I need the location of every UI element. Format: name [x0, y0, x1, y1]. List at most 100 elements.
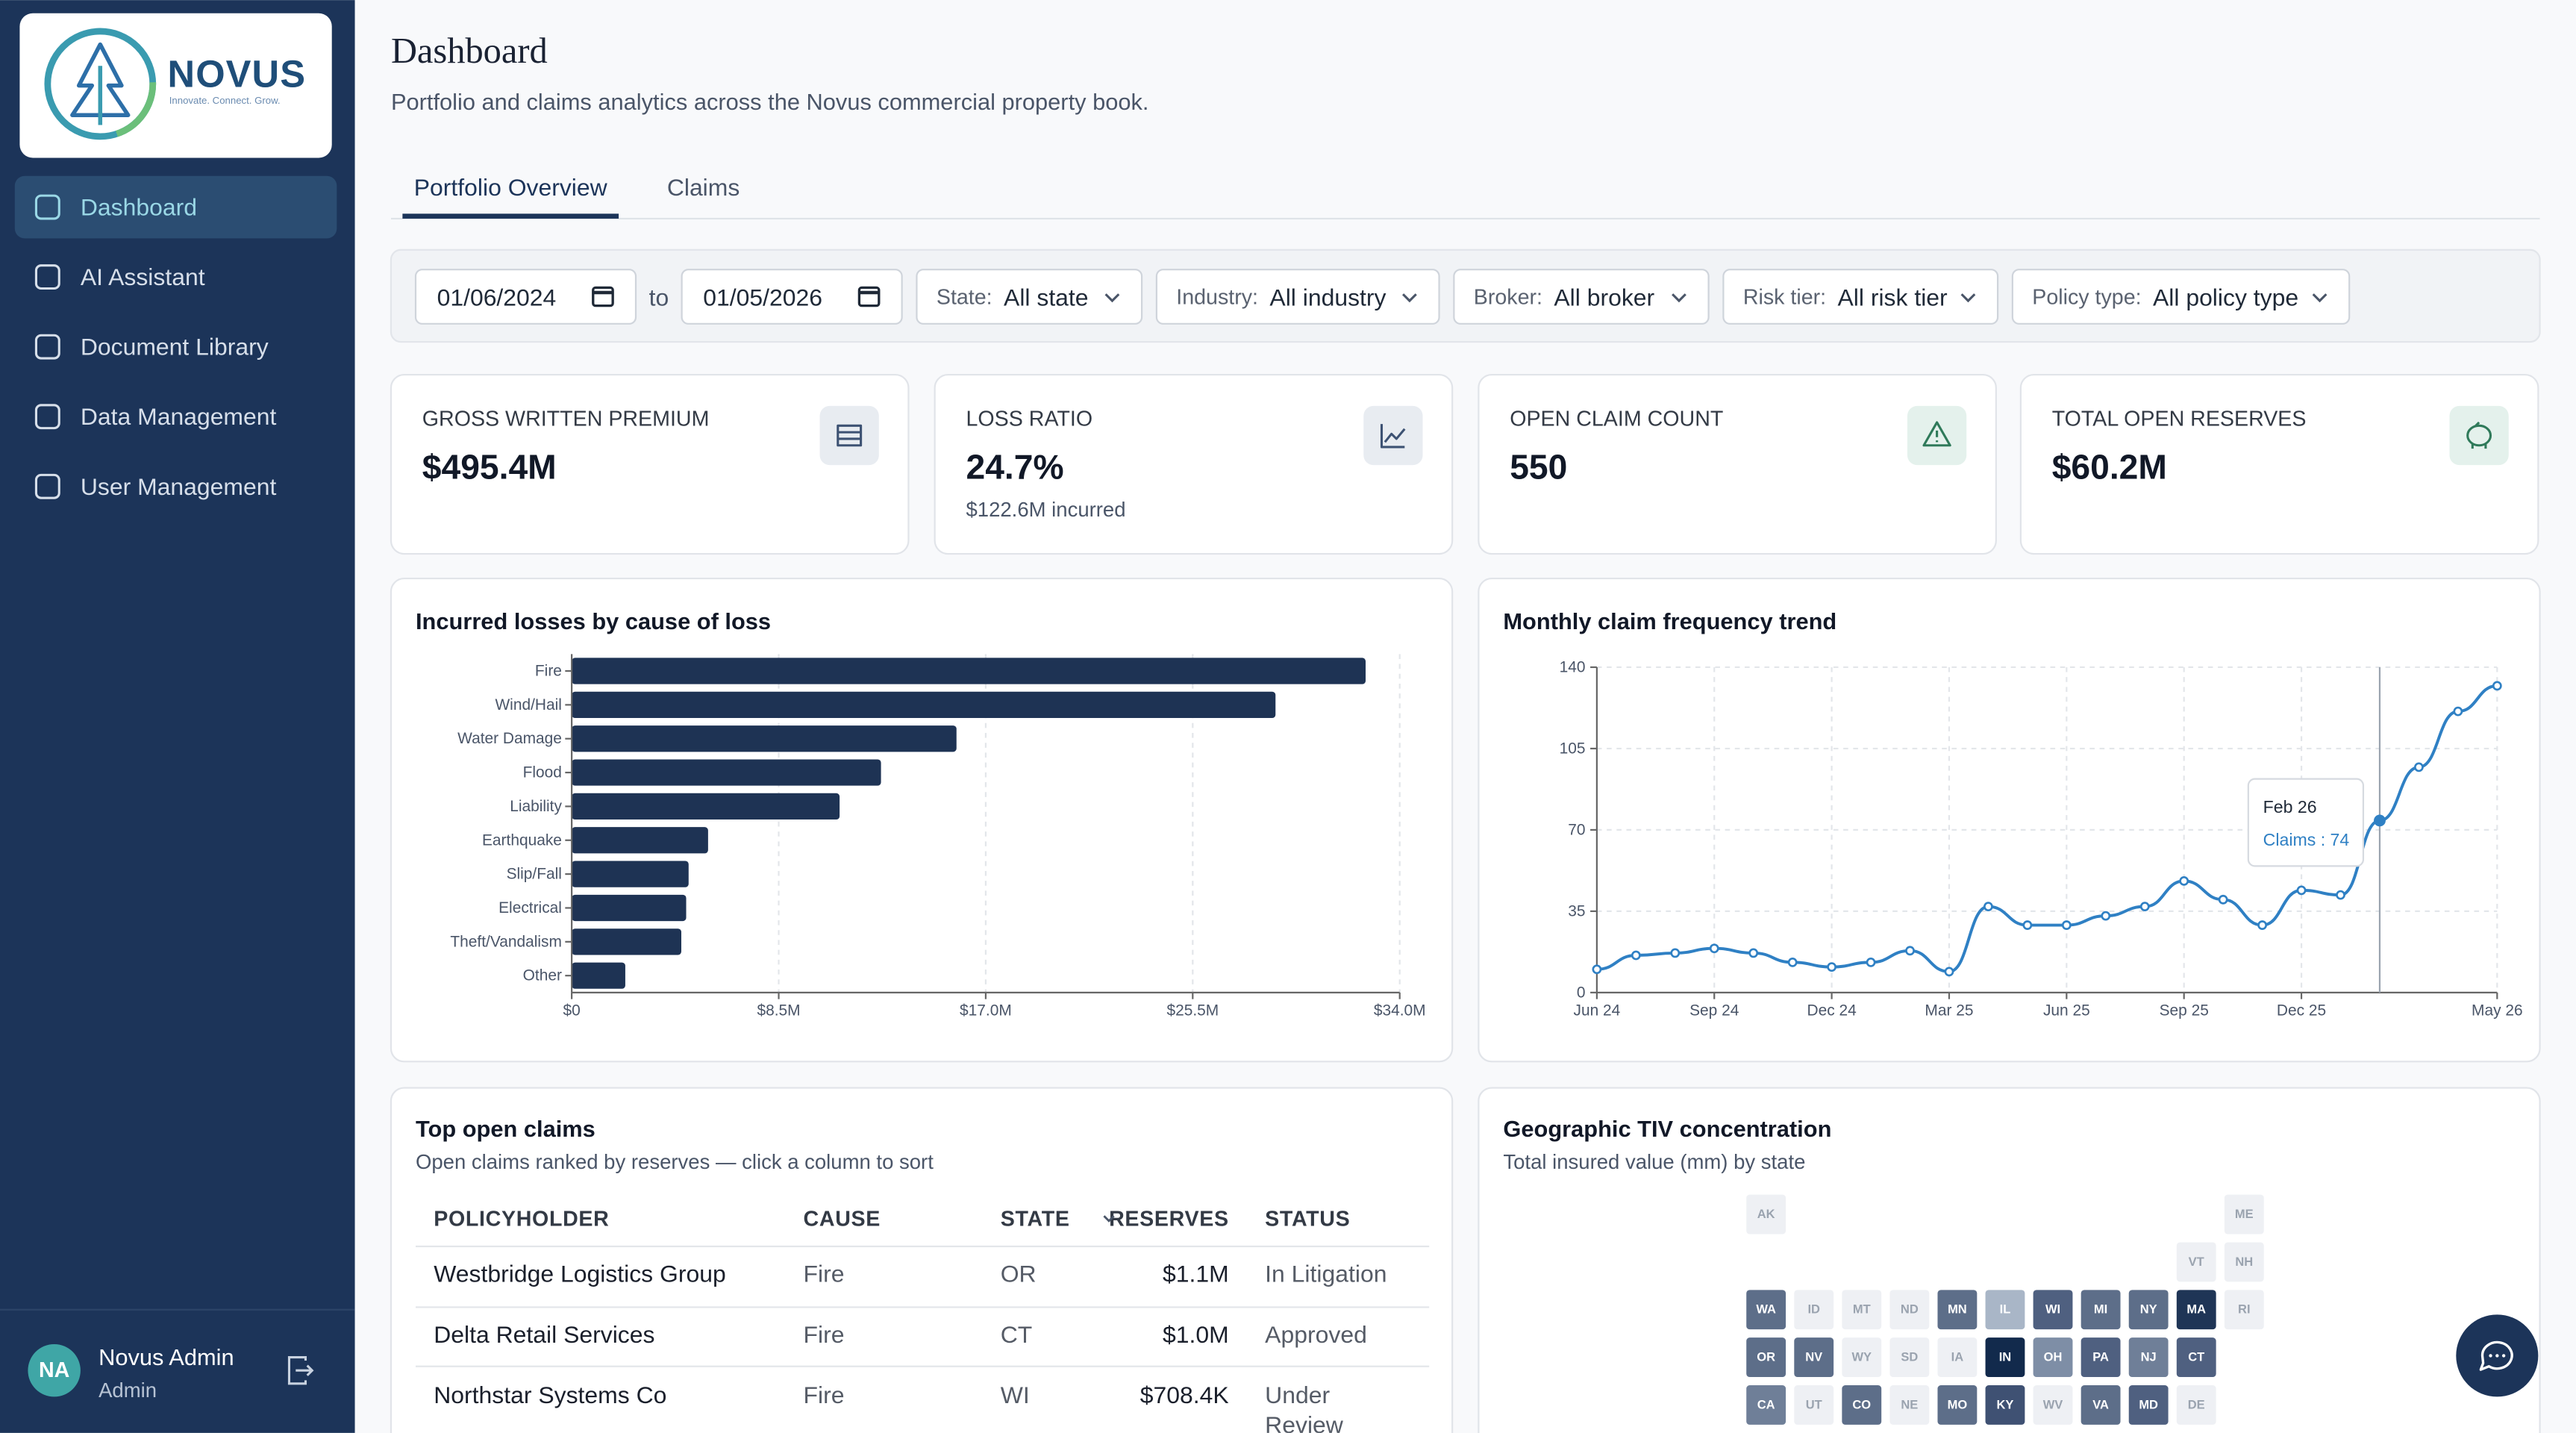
y-tick-label: Theft/Vandalism — [450, 933, 562, 950]
y-tick-label: 140 — [1560, 658, 1586, 675]
tile — [1794, 1290, 1834, 1330]
state-tile[interactable]: IA — [1937, 1337, 1978, 1378]
table-cell[interactable]: Westbridge Logistics Group — [434, 1261, 726, 1289]
state-tile[interactable]: OR — [1746, 1337, 1786, 1378]
sort-arrow — [1103, 1215, 1115, 1223]
tab[interactable]: Portfolio Overview — [402, 174, 619, 219]
state-tile[interactable]: IN — [1985, 1337, 2025, 1378]
point — [1866, 957, 1876, 967]
point — [2061, 920, 2072, 930]
state-tile[interactable]: CO — [1842, 1385, 1882, 1425]
x-tick-label: Sep 24 — [1689, 1002, 1739, 1020]
state-tile[interactable]: ID — [1794, 1290, 1834, 1330]
nav-label: Data Management — [81, 403, 277, 430]
chevron — [1402, 293, 1417, 303]
date-input[interactable]: 01/06/2024 — [414, 269, 637, 325]
state-tile[interactable]: WV — [2033, 1385, 2073, 1425]
state-tile[interactable]: MI — [2081, 1290, 2121, 1330]
state-tile[interactable]: WA — [1746, 1290, 1786, 1330]
filter-select[interactable]: Policy type: All policy type — [2011, 269, 2351, 325]
state-tile[interactable]: SD — [1889, 1337, 1930, 1378]
state-tile[interactable]: MN — [1937, 1290, 1978, 1330]
bar — [572, 793, 840, 820]
state-tile[interactable]: MD — [2128, 1385, 2169, 1425]
tile-label: CO — [1852, 1398, 1871, 1411]
point — [1670, 948, 1681, 958]
bar — [572, 725, 957, 752]
tile — [1889, 1337, 1930, 1378]
logout-button[interactable] — [287, 1356, 314, 1385]
state-tile[interactable]: IL — [1985, 1290, 2025, 1330]
state-tile[interactable]: NH — [2224, 1242, 2264, 1282]
table-title: Top open claims — [416, 1116, 595, 1142]
nav-active-bg — [14, 175, 337, 239]
kpi-icon — [1922, 421, 1951, 447]
state-tile[interactable]: NV — [1794, 1337, 1834, 1378]
column-header[interactable]: STATUS — [1265, 1206, 1351, 1231]
state-tile[interactable]: MO — [1937, 1385, 1978, 1425]
chat-button[interactable] — [2456, 1314, 2539, 1397]
column-header[interactable]: POLICYHOLDER — [434, 1206, 610, 1231]
date-input[interactable]: 01/05/2026 — [681, 269, 903, 325]
tile — [1937, 1385, 1978, 1425]
state-tile[interactable]: DE — [2176, 1385, 2216, 1425]
table-cell[interactable]: Delta Retail Services — [434, 1323, 655, 1349]
point — [1748, 948, 1759, 958]
state-tile[interactable]: KY — [1985, 1385, 2025, 1425]
filter-select[interactable]: State: All state — [916, 269, 1143, 325]
chevron — [1672, 293, 1686, 303]
kpi-label: OPEN CLAIM COUNT — [1510, 408, 1723, 431]
state-tile[interactable]: NY — [2128, 1290, 2169, 1330]
tab-label: Claims — [667, 174, 740, 201]
tile-label: SD — [1901, 1351, 1918, 1364]
table-cell: Fire — [803, 1383, 845, 1411]
state-tile[interactable]: AK — [1746, 1194, 1786, 1234]
state-tile[interactable]: WI — [2033, 1290, 2073, 1330]
state-tile[interactable]: NJ — [2128, 1337, 2169, 1378]
filter-select[interactable]: Risk tier: All risk tier — [1722, 269, 1999, 325]
state-tile[interactable]: NE — [1889, 1385, 1930, 1425]
chat-icon — [2479, 1340, 2513, 1371]
column-header[interactable]: CAUSE — [803, 1206, 881, 1231]
column-header[interactable]: RESERVES — [1109, 1206, 1229, 1231]
state-tile[interactable]: MA — [2176, 1290, 2216, 1330]
state-tile[interactable]: VT — [2176, 1242, 2216, 1282]
state-tile[interactable]: MT — [1842, 1290, 1882, 1330]
input-box — [1722, 269, 1999, 325]
bar — [572, 861, 689, 887]
input-box — [1155, 269, 1440, 325]
x-tick-label: Jun 24 — [1573, 1002, 1620, 1020]
column-header[interactable]: STATE — [1000, 1206, 1070, 1231]
y-tick-label: Electrical — [498, 899, 562, 917]
state-tile[interactable]: UT — [1794, 1385, 1834, 1425]
tile-label: WA — [1756, 1303, 1776, 1317]
tile — [2128, 1337, 2169, 1378]
filter-select[interactable]: Industry: All industry — [1155, 269, 1440, 325]
nav-item[interactable]: Dashboard — [14, 175, 337, 239]
point — [1709, 943, 1719, 954]
table-cell[interactable]: Northstar Systems Co — [434, 1383, 667, 1411]
state-tile[interactable]: PA — [2081, 1337, 2121, 1378]
nav-item[interactable]: AI Assistant — [34, 263, 205, 290]
bar — [572, 827, 708, 854]
state-tile[interactable]: VA — [2081, 1385, 2121, 1425]
state-tile[interactable]: CA — [1746, 1385, 1786, 1425]
filter-select[interactable]: Broker: All broker — [1453, 269, 1710, 325]
select-value: All risk tier — [1838, 284, 1948, 311]
tooltip-box — [2247, 778, 2365, 867]
state-tile[interactable]: OH — [2033, 1337, 2073, 1378]
state-tile[interactable]: CT — [2176, 1337, 2216, 1378]
tile — [2176, 1385, 2216, 1425]
select-label: Industry: — [1176, 286, 1258, 310]
nav-item[interactable]: User Management — [34, 473, 276, 500]
tile — [1746, 1337, 1786, 1378]
state-tile[interactable]: ND — [1889, 1290, 1930, 1330]
tab-underline — [402, 213, 619, 219]
tab[interactable]: Claims — [667, 174, 740, 201]
state-tile[interactable]: WY — [1842, 1337, 1882, 1378]
nav-item[interactable]: Data Management — [34, 403, 277, 430]
state-tile[interactable]: ME — [2224, 1194, 2264, 1234]
state-tile[interactable]: RI — [2224, 1290, 2264, 1330]
nav-item[interactable]: Document Library — [34, 334, 269, 360]
